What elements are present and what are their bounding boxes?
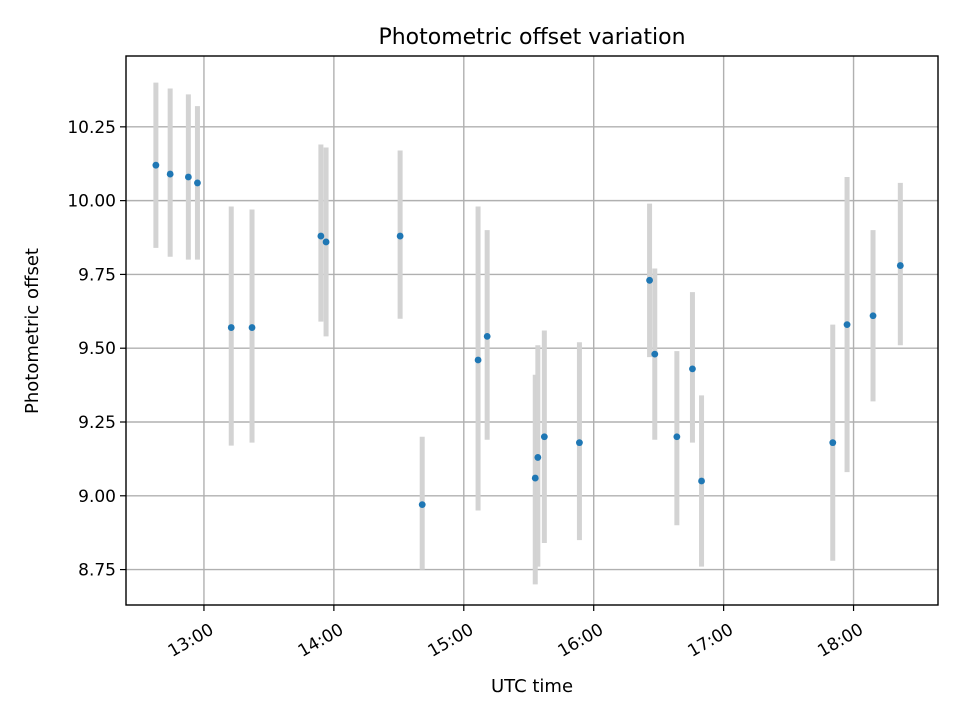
- data-point: [646, 276, 653, 284]
- data-point: [166, 170, 174, 178]
- x-tick-label: 14:00: [295, 620, 347, 662]
- data-point: [474, 356, 482, 364]
- data-point: [483, 333, 491, 340]
- data-point: [540, 433, 548, 441]
- data-point: [184, 173, 192, 181]
- y-tick-label: 8.75: [78, 561, 116, 581]
- grid-layer: [126, 56, 938, 605]
- data-point: [651, 350, 659, 358]
- y-axis-label: Photometric offset: [22, 248, 43, 414]
- x-tick-label: 17:00: [684, 620, 736, 662]
- point-layer: [152, 161, 904, 509]
- y-tick-label: 9.50: [78, 339, 116, 359]
- x-axis-label: UTC time: [491, 676, 573, 697]
- x-tick-label: 15:00: [425, 620, 477, 662]
- x-tick-label: 13:00: [165, 620, 217, 662]
- data-point: [843, 321, 851, 328]
- x-tick-label: 18:00: [814, 620, 866, 662]
- data-point: [418, 501, 426, 509]
- data-point: [869, 312, 877, 320]
- y-tick-label: 9.75: [78, 265, 116, 285]
- data-point: [396, 232, 404, 240]
- y-tick-label: 10.00: [67, 192, 116, 212]
- data-point: [322, 238, 330, 246]
- errorbar-layer: [153, 82, 903, 585]
- x-tick-label: 16:00: [555, 620, 607, 662]
- data-point: [698, 477, 705, 485]
- y-tick-label: 10.25: [67, 118, 116, 138]
- data-point: [227, 324, 235, 331]
- data-point: [689, 365, 696, 373]
- data-point: [248, 324, 256, 331]
- data-point: [673, 433, 681, 441]
- y-tick-label: 9.00: [78, 487, 116, 507]
- data-point: [194, 179, 201, 187]
- data-point: [576, 439, 583, 447]
- data-point: [317, 232, 325, 240]
- y-tick-label: 9.25: [78, 413, 116, 433]
- data-point: [534, 454, 542, 461]
- data-point: [896, 262, 904, 269]
- data-point: [829, 439, 837, 447]
- data-point: [152, 161, 160, 169]
- plot-frame: [125, 55, 939, 606]
- data-point: [531, 474, 539, 482]
- chart-title: Photometric offset variation: [378, 25, 685, 50]
